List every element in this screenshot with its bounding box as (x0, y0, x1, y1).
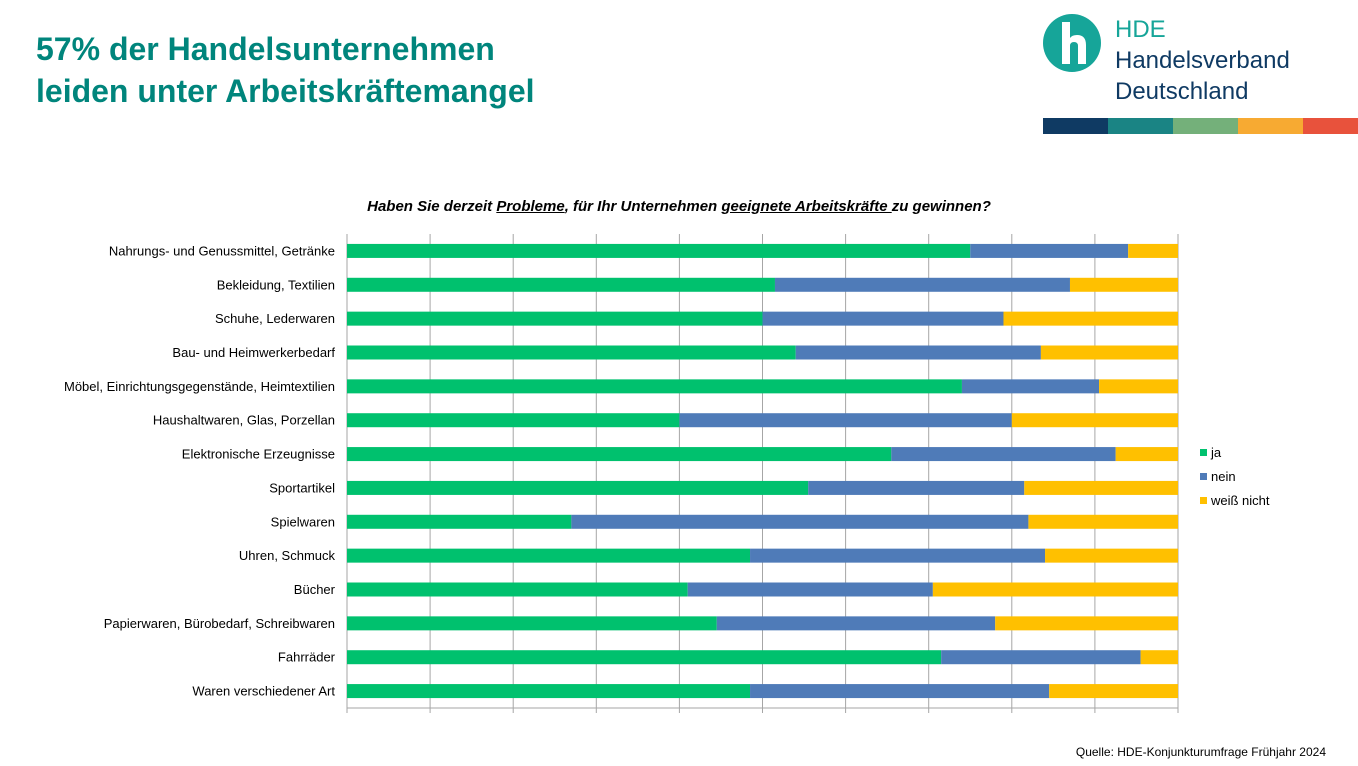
bar-segment-nein (795, 345, 1041, 360)
bar-segment-wei--nicht (1003, 311, 1178, 326)
bar-segment-ja (347, 345, 796, 360)
logo-hde: HDE (1115, 16, 1166, 43)
bar-segment-wei--nicht (995, 616, 1178, 631)
category-label: Schuhe, Lederwaren (215, 311, 335, 326)
bar-segment-ja (347, 650, 942, 665)
bar-segment-nein (970, 243, 1129, 258)
category-label: Papierwaren, Bürobedarf, Schreibwaren (104, 616, 335, 631)
bar-segment-wei--nicht (1040, 345, 1178, 360)
legend-swatch (1200, 472, 1207, 480)
bar-segment-nein (941, 650, 1141, 665)
bar-segment-nein (891, 447, 1116, 462)
bar-segment-wei--nicht (1128, 243, 1178, 258)
category-label: Bücher (294, 582, 336, 597)
bar-segment-ja (347, 311, 763, 326)
logo-deutschland: Deutschland (1115, 78, 1249, 105)
bar-segment-wei--nicht (1028, 514, 1178, 529)
category-label: Sportartikel (269, 480, 335, 495)
category-label: Bekleidung, Textilien (217, 277, 335, 292)
bar-segment-ja (347, 582, 688, 597)
title-line-1: 57% der Handelsunternehmen (36, 31, 495, 67)
bar-segment-wei--nicht (1115, 447, 1178, 462)
bar-segment-wei--nicht (1024, 480, 1178, 495)
legend-item: nein (1200, 464, 1270, 488)
bar-segment-ja (347, 684, 751, 699)
title-line-2: leiden unter Arbeitskräftemangel (36, 73, 535, 109)
bar-segment-ja (347, 616, 717, 631)
bar-segment-wei--nicht (1011, 413, 1178, 428)
bar-segment-wei--nicht (932, 582, 1178, 597)
bar-segment-ja (347, 413, 680, 428)
chart-legend: ja nein weiß nicht (1200, 440, 1270, 512)
bar-segment-ja (347, 379, 962, 394)
bar-segment-wei--nicht (1049, 684, 1178, 699)
question-underline-1: Probleme (496, 198, 565, 215)
category-label: Fahrräder (278, 650, 336, 665)
bar-segment-nein (961, 379, 1100, 394)
bar-segment-ja (347, 514, 572, 529)
bar-segment-nein (762, 311, 1004, 326)
logo-color-block-0 (1043, 118, 1108, 134)
logo-color-strip (1043, 118, 1358, 134)
bar-segment-ja (347, 277, 775, 292)
hde-logo-icon (1043, 14, 1101, 72)
category-label: Elektronische Erzeugnisse (182, 447, 335, 462)
bar-segment-wei--nicht (1045, 548, 1178, 563)
legend-item: ja (1200, 440, 1270, 464)
legend-swatch (1200, 496, 1207, 504)
logo-wordmark: HDE Handelsverband Deutschland (1115, 14, 1290, 107)
logo-color-block-3 (1238, 118, 1303, 134)
question-pre: Haben Sie derzeit (367, 198, 497, 215)
bar-segment-wei--nicht (1069, 277, 1178, 292)
logo-color-block-4 (1303, 118, 1358, 134)
legend-label: nein (1211, 468, 1236, 484)
legend-label: weiß nicht (1211, 492, 1270, 508)
hde-logo: HDE Handelsverband Deutschland (1040, 12, 1358, 136)
bar-segment-nein (808, 480, 1025, 495)
stacked-bar-chart: Nahrungs- und Genussmittel, Getränke Bekl… (64, 234, 1179, 713)
logo-color-block-1 (1108, 118, 1173, 134)
bar-segment-ja (347, 548, 751, 563)
legend-item: weiß nicht (1200, 488, 1270, 512)
bar-segment-nein (750, 548, 1046, 563)
category-label: Bau- und Heimwerkerbedarf (172, 345, 335, 360)
chart-question: Haben Sie derzeit Probleme, für Ihr Unte… (0, 198, 1358, 215)
bar-segment-nein (750, 684, 1050, 699)
bar-segment-ja (347, 243, 971, 258)
bar-segment-nein (716, 616, 996, 631)
category-label: Möbel, Einrichtungsgegenstände, Heimtext… (64, 379, 335, 394)
bar-segment-wei--nicht (1099, 379, 1178, 394)
source-note: Quelle: HDE-Konjunkturumfrage Frühjahr 2… (1075, 745, 1326, 759)
question-underline-2: geeignete Arbeitskräfte (721, 198, 892, 215)
bar-segment-nein (687, 582, 933, 597)
category-label: Nahrungs- und Genussmittel, Getränke (109, 243, 335, 258)
category-label: Spielwaren (271, 514, 335, 529)
category-label: Uhren, Schmuck (239, 548, 336, 563)
bar-segment-ja (347, 480, 809, 495)
question-mid: , für Ihr Unternehmen (564, 198, 722, 215)
bar-segment-nein (774, 277, 1070, 292)
bar-segment-ja (347, 447, 892, 462)
question-post: zu gewinnen? (891, 198, 991, 215)
slide-title: 57% der Handelsunternehmen leiden unter … (36, 28, 535, 112)
bar-segment-wei--nicht (1140, 650, 1178, 665)
logo-color-block-2 (1173, 118, 1238, 134)
category-label: Waren verschiedener Art (192, 684, 335, 699)
bar-segment-nein (679, 413, 1012, 428)
logo-handelsverband: Handelsverband (1115, 47, 1290, 74)
bar-segment-nein (571, 514, 1029, 529)
legend-swatch (1200, 448, 1207, 456)
legend-label: ja (1211, 444, 1222, 460)
category-label: Haushaltwaren, Glas, Porzellan (153, 413, 335, 428)
